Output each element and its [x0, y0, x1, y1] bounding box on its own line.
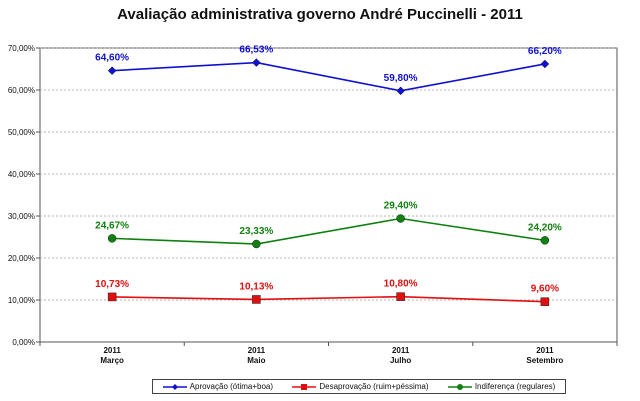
- x-tick-label: 2011 Julho: [390, 346, 411, 365]
- y-tick-label: 50,00%: [8, 128, 35, 137]
- data-point: [107, 292, 117, 302]
- legend-marker-aprovacao: [162, 383, 187, 390]
- legend-label-desaprovacao: Desaprovação (ruim+péssima): [319, 382, 429, 391]
- legend-item-aprovacao: Aprovação (ótima+boa): [162, 382, 274, 391]
- data-label: 66,53%: [239, 45, 273, 56]
- y-tick-label: 40,00%: [8, 170, 35, 179]
- legend-item-indiferenca: Indiferença (regulares): [447, 382, 556, 391]
- y-tick-label: 60,00%: [8, 86, 35, 95]
- y-tick-label: 70,00%: [8, 44, 35, 53]
- y-tick-label: 10,00%: [8, 296, 35, 305]
- data-point: [396, 86, 405, 96]
- data-point: [396, 292, 405, 301]
- data-label: 29,40%: [384, 201, 418, 212]
- data-label: 10,73%: [95, 279, 129, 290]
- data-label: 64,60%: [95, 53, 129, 64]
- data-point: [540, 297, 550, 306]
- legend-marker-desaprovacao: [292, 383, 317, 390]
- series-line-2: [112, 217, 545, 245]
- series-line-1: [112, 295, 545, 303]
- data-label: 23,33%: [239, 226, 273, 237]
- legend-label-indiferenca: Indiferença (regulares): [474, 382, 556, 391]
- chart-legend: Aprovação (ótima+boa) Desaprovação (ruim…: [152, 379, 566, 394]
- x-tick-label: 2011 Março: [100, 346, 124, 365]
- y-tick-label: 0,00%: [12, 338, 35, 347]
- data-point: [252, 239, 261, 249]
- data-label: 10,80%: [384, 279, 418, 290]
- data-label: 66,20%: [528, 46, 562, 57]
- plot-area: [39, 47, 618, 343]
- data-label: 9,60%: [531, 284, 559, 295]
- data-point: [107, 66, 117, 76]
- y-tick-label: 20,00%: [8, 254, 35, 263]
- chart-title: Avaliação administrativa governo André P…: [117, 6, 523, 23]
- data-point: [396, 214, 405, 223]
- data-point: [540, 236, 550, 245]
- x-tick-label: 2011 Setembro: [526, 346, 563, 365]
- series-line-0: [112, 61, 546, 92]
- data-label: 24,20%: [528, 222, 562, 233]
- data-point: [540, 59, 550, 69]
- data-label: 59,80%: [384, 73, 418, 84]
- data-label: 24,67%: [95, 220, 129, 231]
- x-tick-label: 2011 Maio: [247, 346, 265, 365]
- data-point: [252, 58, 261, 67]
- data-label: 10,13%: [239, 281, 273, 292]
- legend-label-aprovacao: Aprovação (ótima+boa): [189, 382, 274, 391]
- legend-item-desaprovacao: Desaprovação (ruim+péssima): [292, 382, 429, 391]
- data-point: [107, 234, 117, 243]
- legend-marker-indiferenca: [447, 383, 472, 390]
- data-point: [252, 295, 261, 304]
- y-tick-label: 30,00%: [8, 212, 35, 221]
